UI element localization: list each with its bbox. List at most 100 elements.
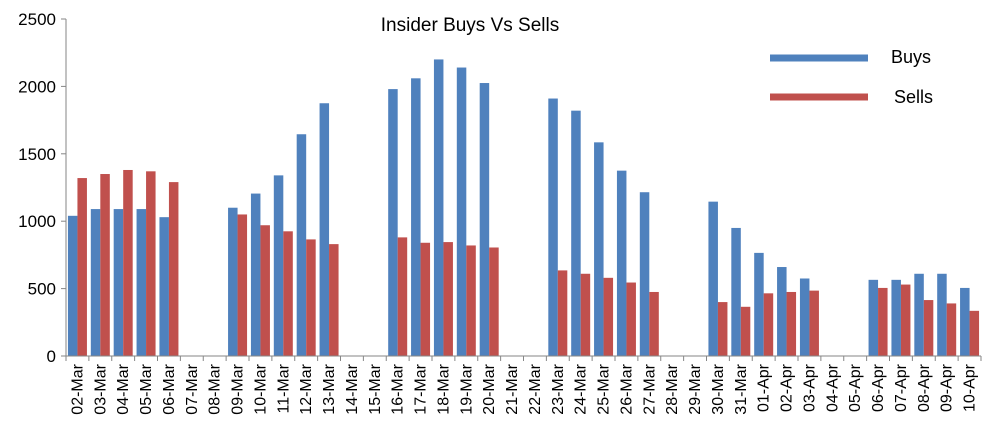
bar-buys-05-mar: [136, 209, 147, 356]
x-tick-label: 26-Mar: [618, 363, 635, 414]
bar-buys-06-mar: [159, 217, 169, 356]
x-tick-label: 22-Mar: [527, 363, 544, 414]
bar-sells-07-apr: [900, 284, 911, 356]
x-tick-label: 23-Mar: [550, 363, 567, 414]
bar-sells-26-mar: [626, 282, 636, 356]
bar-sells-03-mar: [100, 174, 110, 356]
bar-sells-16-mar: [397, 237, 408, 356]
bar-buys-02-mar: [67, 215, 78, 356]
bar-sells-09-mar: [237, 214, 248, 356]
bar-buys-07-apr: [891, 279, 901, 356]
x-tick-label: 24-Mar: [573, 363, 590, 414]
bar-sells-05-mar: [146, 171, 156, 356]
bar-sells-17-mar: [420, 242, 431, 356]
y-tick-label: 2000: [18, 77, 56, 96]
x-tick-label: 02-Mar: [69, 363, 86, 414]
bar-buys-01-apr: [754, 252, 764, 356]
x-tick-label: 05-Apr: [847, 363, 864, 412]
x-tick-label: 08-Mar: [207, 363, 224, 414]
x-tick-label: 13-Mar: [321, 363, 338, 414]
x-tick-label: 01-Apr: [756, 363, 773, 412]
bar-sells-04-mar: [123, 169, 133, 356]
bar-buys-04-mar: [113, 209, 124, 356]
y-tick-label: 2500: [18, 10, 56, 29]
bar-sells-19-mar: [466, 245, 476, 356]
bar-sells-25-mar: [603, 277, 614, 356]
bar-buys-18-mar: [433, 59, 444, 356]
bar-buys-17-mar: [411, 78, 421, 356]
bar-buys-11-mar: [273, 175, 284, 356]
bar-sells-11-mar: [283, 231, 293, 356]
x-tick-label: 11-Mar: [275, 363, 292, 413]
x-tick-label: 12-Mar: [298, 363, 315, 414]
x-tick-label: 15-Mar: [367, 363, 384, 414]
x-tick-label: 06-Mar: [161, 363, 178, 414]
bar-sells-02-apr: [786, 291, 797, 356]
x-tick-label: 05-Mar: [138, 363, 155, 414]
x-tick-label: 02-Apr: [779, 363, 796, 412]
legend-label-buys: Buys: [891, 47, 931, 67]
bar-sells-03-apr: [809, 290, 819, 356]
x-tick-label: 16-Mar: [390, 363, 407, 414]
bar-buys-10-apr: [960, 287, 970, 356]
bar-sells-24-mar: [580, 273, 591, 356]
bar-sells-02-mar: [77, 178, 87, 356]
bar-buys-19-mar: [456, 67, 467, 356]
x-tick-label: 09-Apr: [939, 363, 956, 412]
bar-buys-27-mar: [639, 192, 650, 356]
bar-sells-20-mar: [489, 247, 499, 356]
x-tick-label: 17-Mar: [413, 363, 430, 414]
bar-buys-09-apr: [937, 273, 947, 356]
bar-buys-03-mar: [90, 209, 101, 356]
y-tick-label: 500: [28, 280, 56, 299]
legend-label-sells: Sells: [894, 87, 933, 107]
x-tick-label: 08-Apr: [916, 363, 933, 412]
bar-sells-01-apr: [763, 293, 774, 356]
x-tick-label: 28-Mar: [664, 363, 681, 414]
bars-group: [67, 59, 980, 356]
bar-buys-26-mar: [616, 170, 627, 356]
x-tick-label: 10-Mar: [252, 363, 269, 414]
x-tick-label: 04-Apr: [824, 363, 841, 412]
x-tick-label: 09-Mar: [230, 363, 247, 414]
bar-buys-12-mar: [296, 134, 307, 356]
bar-sells-12-mar: [306, 239, 316, 356]
bar-sells-13-mar: [329, 244, 339, 356]
y-tick-label: 1000: [18, 212, 56, 231]
bar-sells-06-mar: [168, 182, 179, 356]
x-tick-label: 10-Apr: [962, 363, 979, 412]
bar-buys-09-mar: [228, 207, 238, 356]
x-tick-label: 30-Mar: [710, 363, 727, 414]
x-tick-label: 03-Mar: [92, 363, 109, 414]
x-tick-label: 29-Mar: [687, 363, 704, 414]
bar-sells-06-apr: [878, 287, 888, 356]
bar-sells-09-apr: [946, 303, 957, 356]
bar-buys-25-mar: [594, 142, 604, 356]
bar-sells-18-mar: [443, 242, 453, 356]
bar-buys-16-mar: [388, 89, 398, 356]
x-tick-label: 27-Mar: [641, 363, 658, 414]
bar-buys-24-mar: [571, 110, 581, 356]
x-tick-label: 07-Mar: [184, 363, 201, 414]
x-tick-label: 31-Mar: [733, 363, 750, 414]
chart-title: Insider Buys Vs Sells: [381, 15, 559, 36]
bar-sells-27-mar: [649, 291, 659, 356]
bar-buys-13-mar: [319, 103, 330, 356]
x-tick-label: 21-Mar: [504, 363, 521, 414]
bar-buys-23-mar: [548, 98, 558, 356]
legend: Buys Sells: [770, 47, 933, 107]
bar-sells-23-mar: [557, 270, 568, 356]
x-tick-label: 14-Mar: [344, 363, 361, 414]
bar-buys-02-apr: [777, 267, 787, 356]
bar-sells-31-mar: [740, 306, 751, 356]
bar-buys-31-mar: [731, 227, 741, 356]
bar-buys-03-apr: [799, 278, 810, 356]
y-axis-ticks: 0 500 1000 1500 2000 2500: [18, 10, 66, 366]
bar-buys-06-apr: [868, 279, 879, 356]
bar-sells-10-apr: [969, 310, 980, 356]
x-tick-label: 25-Mar: [596, 363, 613, 414]
x-axis-ticks: 02-Mar 03-Mar 04-Mar 05-Mar 06-Mar 07-Mar 08-M…: [65, 356, 982, 415]
x-tick-label: 19-Mar: [458, 363, 475, 414]
x-tick-label: 06-Apr: [870, 363, 887, 412]
